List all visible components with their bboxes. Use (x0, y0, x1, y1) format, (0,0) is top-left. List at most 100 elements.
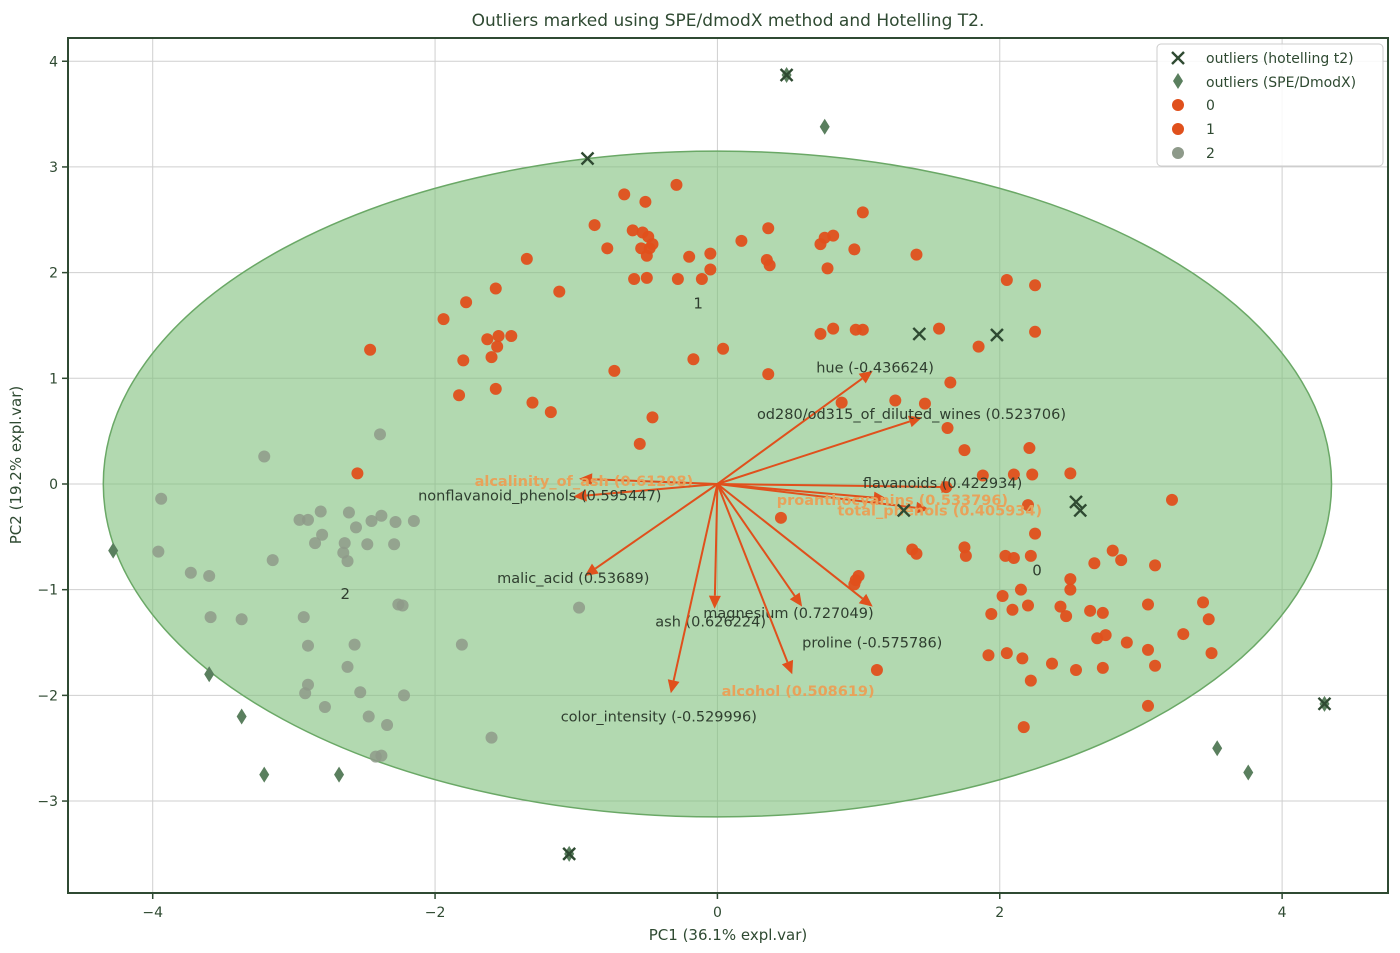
loading-arrow-head (781, 659, 794, 675)
x-stroke (779, 68, 794, 82)
data-point-class-1 (762, 222, 775, 235)
class-label: 2 (340, 585, 350, 603)
data-point-class-0 (1088, 557, 1101, 570)
y-tick-label: −1 (37, 583, 58, 599)
loading-label: nonflavanoid_phenols (0.595447) (418, 489, 661, 505)
data-point-class-1 (717, 342, 730, 355)
y-tick-label: 1 (49, 371, 58, 387)
y-axis-label: PC2 (19.2% expl.var) (7, 386, 25, 545)
data-point-class-0 (1205, 647, 1218, 660)
x-axis-label: PC1 (36.1% expl.var) (649, 926, 808, 944)
y-tick-label: −2 (37, 688, 58, 704)
legend-item-class-2: 2 (1172, 146, 1215, 162)
x-tick-label: 4 (1278, 905, 1287, 921)
x-stroke (562, 847, 577, 861)
loading-arrow-head (915, 501, 930, 514)
loading-arrow-head (858, 370, 873, 384)
data-point-class-2 (573, 601, 586, 614)
legend: outliers (hotelling t2) outliers (SPE/Dm… (1156, 43, 1384, 167)
loading-label: total_phenols (0.405934) (837, 503, 1042, 519)
data-point-class-0 (1142, 699, 1154, 712)
x-stroke (990, 328, 1004, 342)
data-point-class-1 (856, 323, 869, 336)
data-point-class-1 (763, 259, 776, 272)
data-point-class-1 (628, 272, 641, 285)
data-point-class-2 (341, 555, 354, 568)
data-point-class-2 (297, 611, 310, 624)
data-point-class-2 (341, 660, 354, 673)
data-point-class-0 (1023, 442, 1036, 455)
data-point-class-2 (266, 554, 279, 567)
data-point-class-1 (489, 382, 502, 395)
data-point-class-0 (982, 649, 995, 662)
data-point-class-2 (318, 700, 331, 713)
loading-label: alcohol (0.508619) (722, 684, 875, 700)
loading-label: malic_acid (0.53689) (497, 571, 649, 587)
hotelling-outlier-marker (990, 328, 1004, 342)
data-point-class-1 (646, 238, 659, 251)
y-tick-label: 4 (49, 54, 58, 70)
data-point-class-1 (774, 511, 787, 524)
spe-outlier-marker (259, 766, 270, 783)
loading-arrow-head (579, 473, 593, 486)
data-point-class-0 (958, 444, 971, 457)
legend-box (1156, 43, 1384, 167)
data-point-class-2 (302, 513, 314, 526)
y-tick-label: 2 (49, 266, 58, 282)
data-point-class-0 (1096, 661, 1109, 674)
legend-diamond-marker-icon (1173, 73, 1183, 89)
data-point-class-0 (1149, 559, 1162, 572)
data-point-class-1 (848, 243, 861, 256)
data-point-class-2 (299, 687, 312, 700)
data-point-class-2 (362, 710, 375, 723)
data-point-class-0 (889, 394, 902, 407)
chart-title: Outliers marked using SPE/dmodX method a… (472, 11, 985, 31)
legend-orange-circle-icon (1172, 123, 1184, 135)
data-point-class-2 (375, 509, 388, 522)
data-point-class-1 (814, 238, 827, 251)
y-tick-label: 3 (49, 160, 58, 176)
legend-x-marker-icon (1171, 51, 1185, 65)
data-point-class-1 (460, 296, 473, 309)
plot-frame (67, 37, 1389, 894)
legend-label: outliers (SPE/DmodX) (1206, 75, 1356, 91)
loading-arrow-shaft (716, 483, 864, 600)
data-point-class-0 (996, 590, 1009, 603)
data-point-class-1 (848, 578, 861, 591)
data-point-class-0 (1017, 721, 1030, 734)
loading-arrow-shaft (586, 482, 718, 497)
data-point-class-1 (856, 206, 869, 219)
data-point-class-0 (1060, 610, 1073, 623)
data-point-class-0 (985, 607, 998, 620)
data-point-class-1 (814, 327, 827, 340)
data-point-class-1 (762, 368, 775, 381)
data-point-class-2 (392, 598, 405, 611)
data-point-class-1 (457, 354, 470, 367)
data-point-class-0 (1120, 636, 1133, 649)
data-point-class-1 (491, 340, 504, 353)
spe-outlier-marker (334, 766, 345, 783)
data-point-class-1 (553, 285, 566, 298)
loading-arrow-head (708, 595, 721, 609)
data-point-class-1 (364, 343, 377, 356)
loading-arrow-head (858, 593, 873, 607)
data-point-class-1 (639, 195, 652, 208)
data-point-class-2 (374, 428, 386, 441)
data-point-class-0 (1091, 632, 1104, 645)
hotelling-outlier-marker (1069, 495, 1083, 509)
data-point-class-2 (388, 538, 401, 551)
data-point-class-1 (588, 219, 601, 232)
data-point-class-1 (640, 271, 653, 284)
data-point-class-2 (314, 505, 327, 518)
data-point-class-2 (407, 514, 420, 527)
loading-label: flavanoids (0.422934) (863, 476, 1022, 492)
data-point-class-1 (453, 389, 466, 402)
data-point-class-2 (342, 506, 355, 519)
data-point-class-1 (695, 272, 708, 285)
data-point-class-2 (184, 566, 197, 579)
data-point-class-1 (827, 229, 840, 242)
class-labels: 0 1 2 (340, 294, 1041, 603)
data-point-class-0 (1029, 325, 1042, 338)
loading-arrow-head (667, 679, 680, 694)
data-point-class-1 (704, 263, 717, 276)
